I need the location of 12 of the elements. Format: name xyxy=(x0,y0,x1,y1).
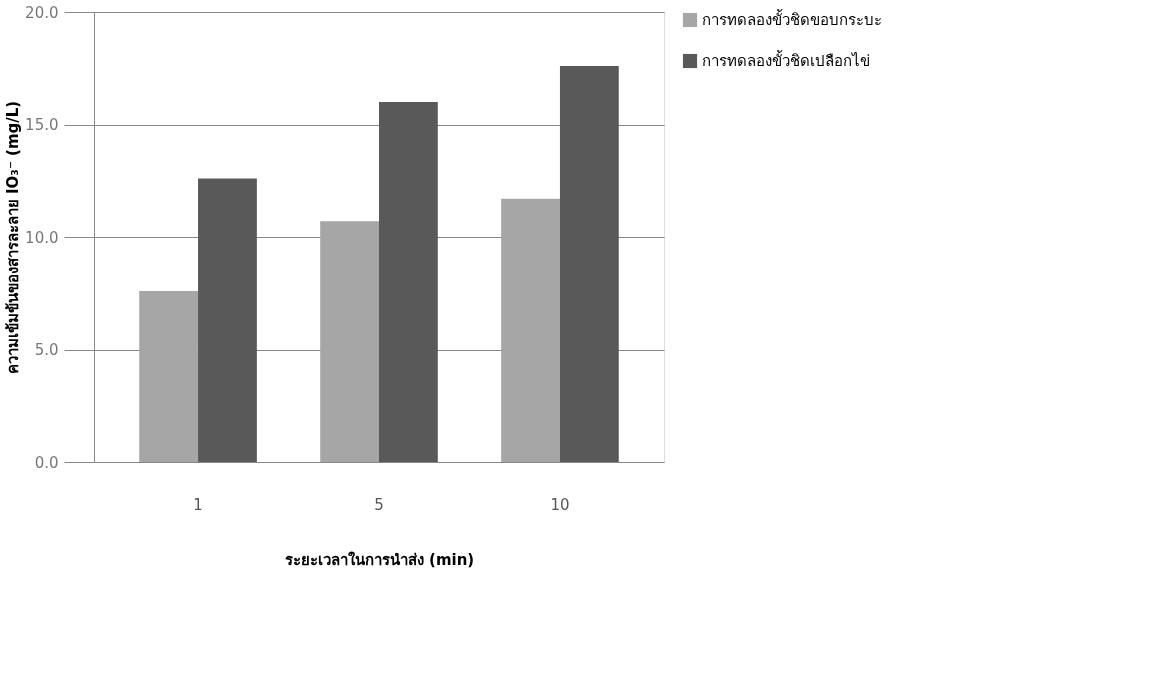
x-tick-label: 10 xyxy=(550,495,570,514)
x-tick-label: 5 xyxy=(374,495,384,514)
legend-label: การทดลองขั้วชิดเปลือกไข่ xyxy=(702,50,870,70)
x-tick-label: 1 xyxy=(193,495,203,514)
y-tick-label: 15.0 xyxy=(25,116,59,134)
x-axis-title: ระยะเวลาในการนำส่ง (min) xyxy=(284,550,475,569)
y-tick-label: 20.0 xyxy=(25,3,59,22)
y-tick-label: 5.0 xyxy=(34,341,59,359)
legend-label: การทดลองขั้วชิดขอบกระบะ xyxy=(702,9,882,29)
y-tick-label: 10.0 xyxy=(25,228,59,247)
y-tick-label: 0.0 xyxy=(34,453,59,472)
y-axis-title: ความเข้มข้นของสารละลาย IO₃⁻ (mg/L) xyxy=(4,100,23,375)
